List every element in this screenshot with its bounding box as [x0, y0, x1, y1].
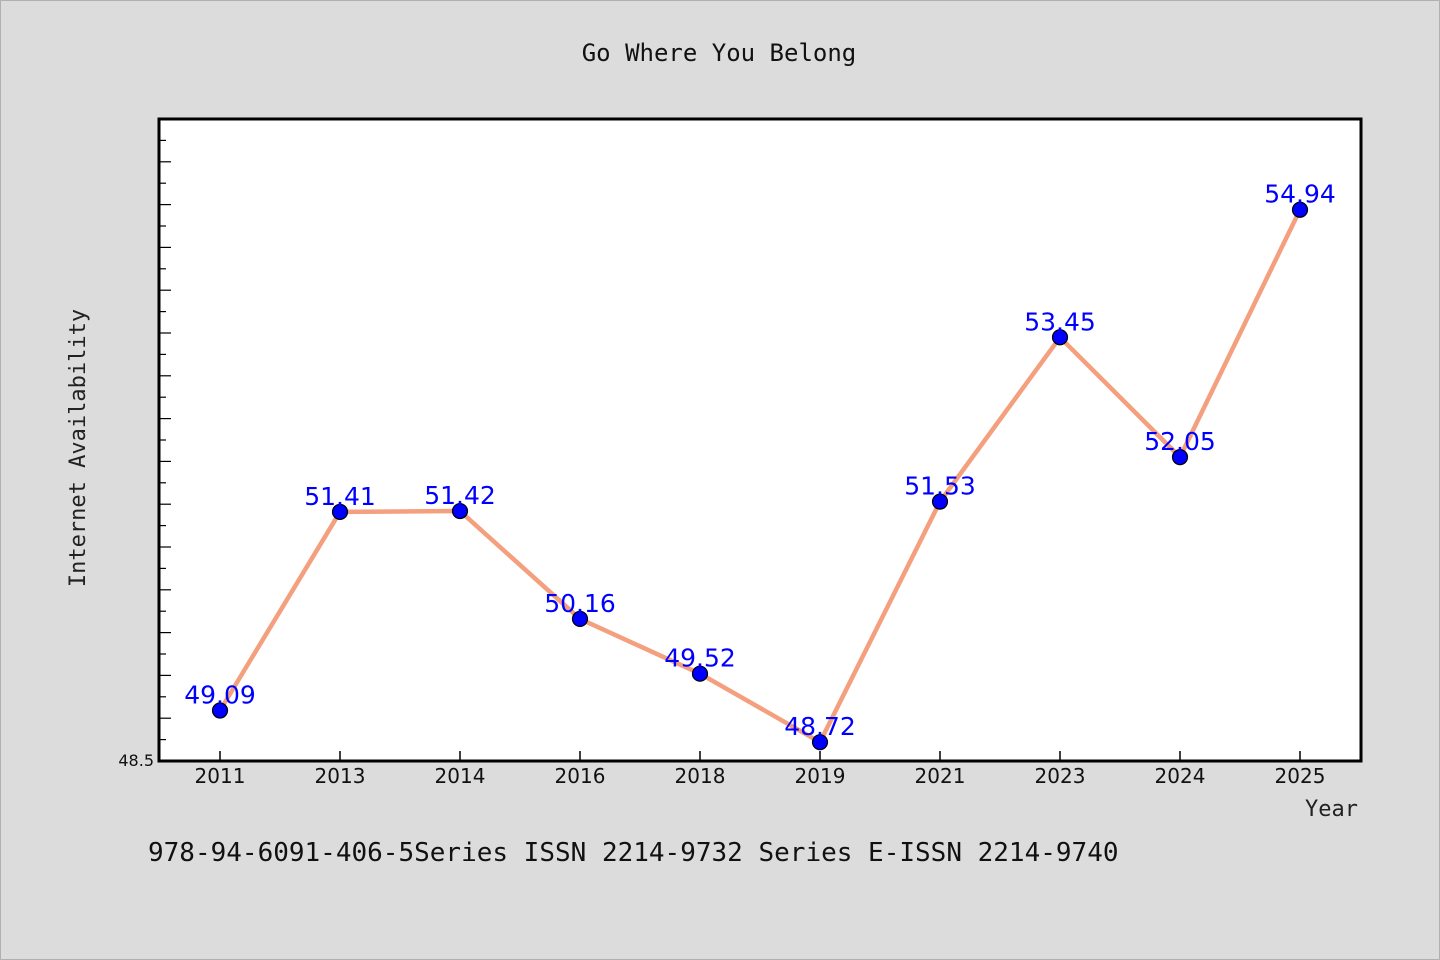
data-label: 54.94 [1264, 180, 1336, 209]
x-tick-label: 2016 [555, 764, 606, 788]
data-point-marker [811, 734, 829, 751]
footer-identifier-text: 978-94-6091-406-5Series ISSN 2214-9732 S… [148, 838, 1119, 868]
data-point-marker [1171, 449, 1189, 466]
data-label: 51.53 [904, 472, 976, 501]
chart-title: Go Where You Belong [582, 39, 857, 67]
x-tick-label: 2019 [795, 764, 846, 788]
data-point-marker [571, 610, 589, 628]
x-tick-label: 2023 [1035, 764, 1086, 788]
data-label: 48.72 [784, 712, 856, 741]
series-layer: 49.09 51.41 51.42 50.16 49.52 48.72 51.53 53.45… [184, 180, 1336, 751]
data-point-marker [1051, 329, 1069, 346]
x-tick-label: 2021 [915, 764, 966, 788]
data-label: 53.45 [1024, 307, 1096, 336]
data-point-marker [331, 503, 349, 521]
x-tick-label: 2024 [1155, 764, 1206, 788]
y-tick-label: 48.5 [118, 751, 154, 770]
data-point-marker [931, 493, 949, 510]
data-point-marker [211, 702, 229, 719]
data-label: 49.09 [184, 680, 256, 709]
plot-border [157, 117, 1363, 763]
x-tick-label: 2014 [435, 764, 486, 788]
y-axis-label: Internet Availability [66, 309, 91, 587]
data-label: 49.52 [664, 644, 736, 673]
data-label: 51.41 [304, 482, 376, 511]
series-line [217, 207, 1303, 745]
data-point-marker [451, 502, 469, 520]
data-label: 52.05 [1144, 427, 1216, 456]
x-axis-ticks: 2011 2013 2014 2016 2018 2019 2021 2023 2024 2025 [195, 751, 1326, 788]
x-axis-label: Year [1305, 797, 1358, 822]
x-tick-label: 2018 [675, 764, 726, 788]
data-point-marker [1291, 201, 1309, 218]
data-label: 51.42 [424, 481, 496, 510]
x-tick-label: 2025 [1275, 764, 1326, 788]
data-point-marker [691, 665, 709, 682]
x-tick-label: 2013 [315, 764, 366, 788]
x-tick-label: 2011 [195, 764, 246, 788]
data-label: 50.16 [544, 589, 616, 618]
